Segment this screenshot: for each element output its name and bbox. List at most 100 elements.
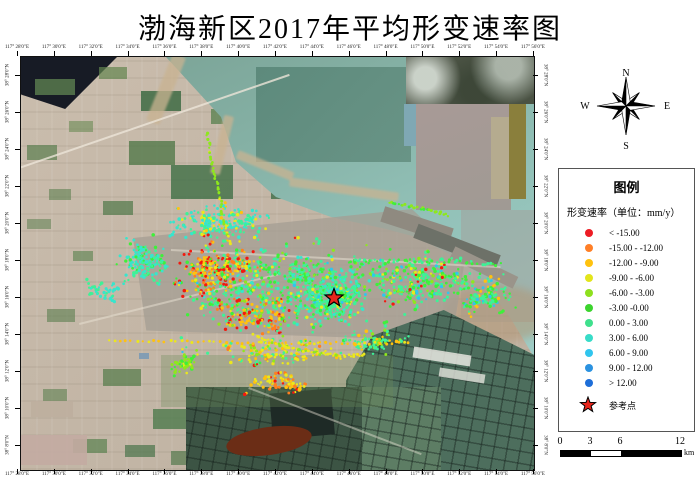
legend-item: -12.00 - -9.00: [585, 255, 694, 270]
field-patch: [153, 409, 195, 429]
legend-item-label: 0.00 - 3.00: [609, 317, 648, 328]
lat-label: 38° 14'0"N: [542, 322, 548, 346]
compass-rose: N S W E: [580, 68, 670, 152]
lon-tick: [385, 51, 387, 56]
field-patch: [171, 165, 233, 199]
legend-item-label: -9.00 - -6.00: [609, 272, 654, 283]
map-frame: [20, 56, 535, 471]
field-patch: [27, 219, 51, 229]
lat-tick: [533, 445, 538, 446]
lon-label: 117° 50'0"E: [410, 472, 435, 477]
lon-label: 117° 56'0"E: [520, 472, 545, 477]
lon-tick: [496, 469, 498, 474]
field-patch: [35, 79, 75, 95]
legend-subtitle: 形变速率（单位：mm/y）: [567, 208, 681, 219]
field-patch: [139, 353, 149, 359]
lat-tick: [15, 297, 20, 298]
lon-tick: [238, 51, 240, 56]
field-patch: [125, 445, 155, 457]
lon-tick: [422, 469, 424, 474]
lat-tick: [533, 149, 538, 150]
reference-star-icon: [579, 396, 597, 413]
field-patch: [103, 201, 133, 215]
lon-label: 117° 44'0"E: [299, 472, 324, 477]
lat-label: 38° 22'0"N: [542, 174, 548, 198]
lon-tick: [385, 469, 387, 474]
compass-s-label: S: [623, 141, 629, 152]
lon-label: 117° 28'0"E: [4, 45, 30, 50]
lat-label: 38° 18'0"N: [542, 248, 548, 272]
lon-label: 117° 36'0"E: [152, 472, 177, 477]
lat-tick: [15, 334, 20, 335]
lon-label: 117° 30'0"E: [41, 45, 66, 50]
legend-color-dot: [585, 258, 593, 267]
legend-item-label: -6.00 - -3.00: [609, 287, 654, 298]
lon-label: 117° 54'0"E: [484, 472, 509, 477]
compass-w-label: W: [580, 101, 590, 112]
lon-tick: [17, 469, 18, 474]
legend-item: -9.00 - -6.00: [585, 270, 694, 285]
legend-reference-label: 参考点: [609, 400, 637, 411]
lat-label: 38° 10'0"N: [5, 396, 11, 420]
sea-tile-olive-strip: [509, 104, 526, 199]
lat-label: 38° 18'0"N: [5, 248, 11, 272]
lon-tick: [496, 51, 498, 56]
lon-tick: [127, 469, 129, 474]
sea-tile-blue-strip: [404, 104, 416, 146]
legend-item: -6.00 - -3.00: [585, 285, 694, 300]
lon-tick: [53, 469, 55, 474]
lon-label: 117° 36'0"E: [152, 45, 177, 50]
lon-label: 117° 32'0"E: [78, 472, 103, 477]
lat-label: 38° 16'0"N: [542, 285, 548, 309]
lat-tick: [533, 408, 538, 409]
lon-label: 117° 42'0"E: [262, 45, 287, 50]
legend-item-label: 6.00 - 9.00: [609, 347, 648, 358]
lon-label: 117° 46'0"E: [336, 472, 361, 477]
lat-tick: [15, 112, 20, 113]
legend-item-label: > 12.00: [609, 377, 637, 388]
lon-label: 117° 56'0"E: [520, 45, 545, 50]
lat-tick: [533, 75, 538, 76]
legend-color-dot: [585, 243, 593, 252]
lon-tick: [201, 51, 203, 56]
lon-label: 117° 44'0"E: [299, 45, 324, 50]
lon-tick: [238, 469, 240, 474]
lat-tick: [533, 371, 538, 372]
legend-item: < -15.00: [585, 225, 694, 240]
scale-bar-number: 3: [587, 436, 593, 447]
legend-item-label: < -15.00: [609, 227, 640, 238]
lat-label: 38° 14'0"N: [5, 322, 11, 346]
legend-color-dot: [585, 303, 593, 312]
scale-bar-segments: [560, 450, 682, 457]
lon-tick: [127, 51, 129, 56]
lon-label: 117° 46'0"E: [336, 45, 361, 50]
lon-tick: [459, 469, 461, 474]
legend-item-label: 3.00 - 6.00: [609, 332, 648, 343]
lon-tick: [348, 51, 350, 56]
legend-color-dot: [585, 228, 593, 237]
legend-item-label: -15.00 - -12.00: [609, 242, 663, 253]
field-patch: [73, 251, 93, 261]
legend-color-dot: [585, 288, 593, 297]
lon-tick: [274, 469, 276, 474]
legend-item-label: -12.00 - -9.00: [609, 257, 659, 268]
lon-tick: [90, 469, 92, 474]
scale-bar-unit: km: [684, 448, 695, 457]
lat-label: 38° 16'0"N: [5, 285, 11, 309]
satellite-map-image: [21, 57, 534, 470]
deformation-dots-layer: [85, 131, 517, 397]
lat-tick: [15, 445, 20, 446]
lat-tick: [533, 334, 538, 335]
sea-tile-dark-teal: [256, 67, 411, 162]
field-patch: [21, 435, 87, 465]
legend-color-dot: [585, 273, 593, 282]
lon-tick: [164, 469, 166, 474]
legend-color-dot: [585, 363, 593, 372]
lon-tick: [311, 469, 313, 474]
legend-item: -3.00 -0.00: [585, 300, 694, 315]
legend-color-dot: [585, 318, 593, 327]
lon-tick: [90, 51, 92, 56]
field-patch: [129, 141, 175, 165]
lat-tick: [15, 371, 20, 372]
